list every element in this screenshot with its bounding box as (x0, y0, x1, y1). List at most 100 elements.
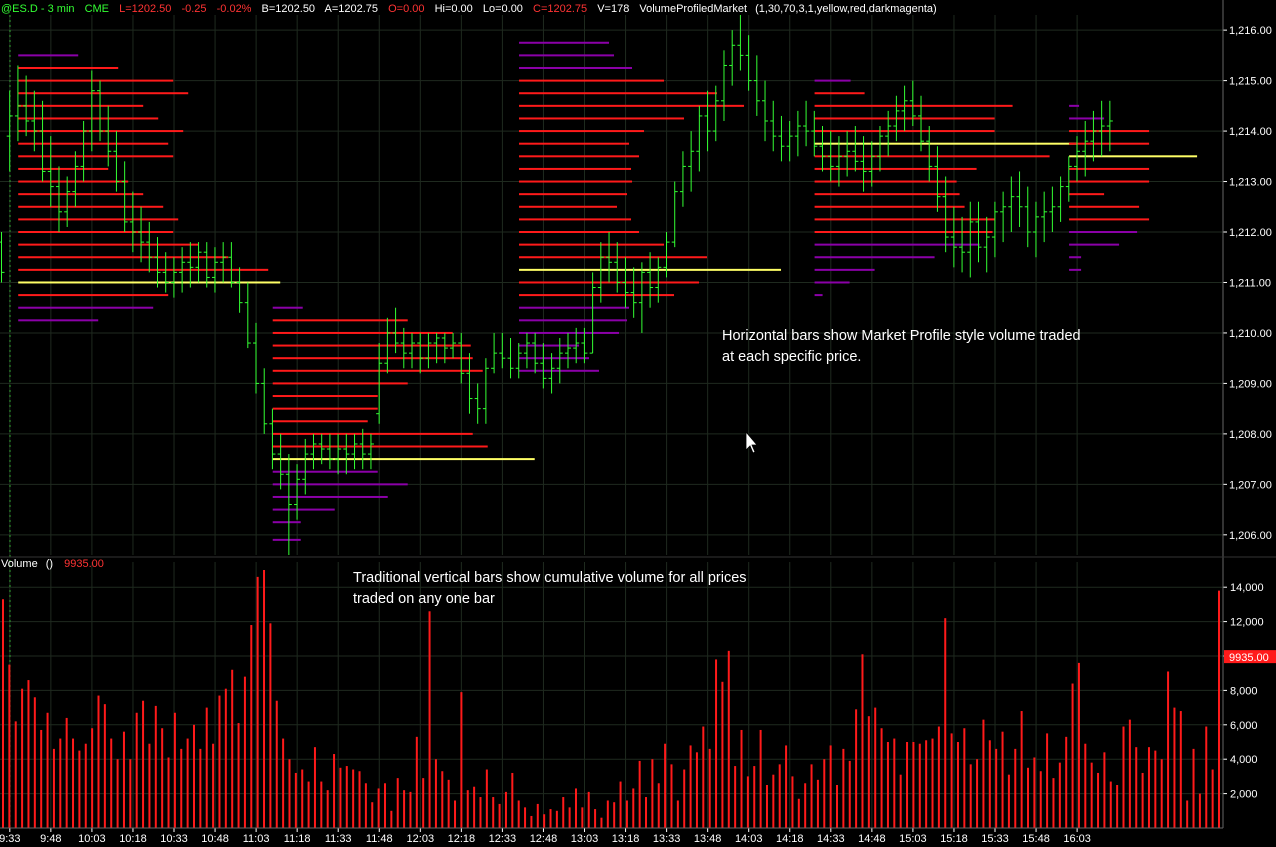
volume-bar (383, 783, 386, 828)
profile-level-bar (18, 243, 199, 246)
time-tick-label: 11:03 (243, 833, 270, 845)
volume-bar (364, 783, 367, 828)
volume-bar (645, 797, 648, 828)
volume-bar (1211, 769, 1214, 828)
profile-level-bar (18, 167, 109, 170)
time-tick-label: 15:18 (940, 833, 968, 845)
volume-bar (823, 759, 826, 828)
profile-level-bar (519, 243, 665, 246)
profile-level-bar (272, 470, 378, 473)
exchange-label: CME (85, 3, 109, 15)
volume-bar (886, 742, 889, 828)
volume-bar (294, 772, 297, 828)
volume-bar (740, 729, 743, 828)
volume-bar (874, 707, 877, 828)
volume-bar (492, 797, 495, 828)
volume-bar (555, 810, 558, 828)
price-tick-label: 1,208.00 (1229, 429, 1272, 441)
profile-level-bar (814, 231, 993, 234)
volume-bar (549, 809, 552, 828)
profile-level-bar (272, 331, 453, 334)
profile-level-bar (18, 142, 169, 145)
time-tick-label: 12:03 (407, 833, 435, 845)
profile-level-bar (272, 538, 301, 541)
profile-level-bar (519, 218, 632, 221)
volume-bar (715, 659, 718, 828)
open-price: O=0.00 (388, 3, 424, 15)
volume-bar (606, 800, 609, 828)
volume-tick-label: 12,000 (1230, 617, 1264, 629)
volume-bar (568, 807, 571, 828)
volume-bar (250, 625, 253, 828)
volume-bar (625, 800, 628, 828)
profile-level-bar (814, 92, 865, 95)
volume-bar (995, 748, 998, 828)
volume-bar (396, 778, 399, 828)
volume-header: Volume () 9935.00 (1, 558, 104, 570)
volume-bar (59, 738, 62, 828)
volume-bar (14, 721, 17, 828)
profile-level-bar (1069, 167, 1150, 170)
volume-bar (1071, 683, 1074, 828)
volume-bar (447, 779, 450, 828)
time-tick-label: 12:33 (489, 833, 517, 845)
volume-bar (1116, 785, 1119, 828)
price-tick-label: 1,211.00 (1229, 277, 1271, 289)
profile-level-bar (1069, 104, 1080, 107)
volume-bar (237, 723, 240, 828)
time-tick-label: 15:33 (981, 833, 1009, 845)
profile-level-bar (272, 458, 535, 461)
volume-bar (243, 676, 246, 828)
volume-bar (1014, 748, 1017, 828)
time-tick-label: 10:18 (119, 833, 147, 845)
time-tick-label: 14:18 (776, 833, 804, 845)
volume-profiles (18, 41, 1198, 541)
profile-level-bar (519, 357, 590, 360)
profile-level-bar (1069, 142, 1150, 145)
volume-bar (772, 774, 775, 828)
time-tick-label: 9:48 (40, 833, 61, 845)
profile-level-bar (519, 92, 718, 95)
time-tick-label: 15:03 (899, 833, 927, 845)
volume-bar (180, 748, 183, 828)
volume-bar (581, 807, 584, 828)
volume-bar (524, 807, 527, 828)
volume-bar (676, 800, 679, 828)
volume-bar (409, 791, 412, 828)
volume-tick-label: 14,000 (1230, 582, 1264, 594)
profile-level-bar (814, 79, 851, 82)
volume-bar (441, 771, 444, 828)
profile-level-bar (519, 319, 628, 322)
volume-bar (1198, 793, 1201, 828)
volume-bar (746, 776, 749, 828)
volume-bar (651, 759, 654, 828)
profile-level-bar (519, 130, 645, 133)
volume-bar (956, 742, 959, 828)
profile-level-bar (272, 420, 368, 423)
time-tick-label: 16:03 (1063, 833, 1091, 845)
volume-bar (307, 781, 310, 828)
volume-bar (702, 726, 705, 828)
time-tick-label: 13:33 (653, 833, 681, 845)
volume-bar (613, 802, 616, 828)
volume-bar (466, 790, 469, 828)
time-tick-label: 9:33 (0, 833, 21, 845)
volume-bar (689, 745, 692, 828)
profile-level-bar (519, 54, 615, 57)
volume-bar (371, 802, 374, 828)
profile-level-bar (814, 155, 1050, 158)
volume-bar (1218, 590, 1220, 828)
volume-bar (765, 785, 768, 828)
price-tick-label: 1,207.00 (1229, 479, 1272, 491)
volume-bar (1084, 743, 1087, 828)
volume-bar (498, 803, 501, 828)
profile-level-bar (519, 180, 633, 183)
volume-bar (810, 764, 813, 828)
profile-level-bar (272, 432, 473, 435)
volume-bar (40, 729, 43, 828)
volume-bar (1077, 662, 1080, 828)
profile-level-bar (1069, 243, 1120, 246)
volume-bar (122, 731, 125, 828)
volume-bar (1007, 774, 1010, 828)
volume-bar (918, 743, 921, 828)
